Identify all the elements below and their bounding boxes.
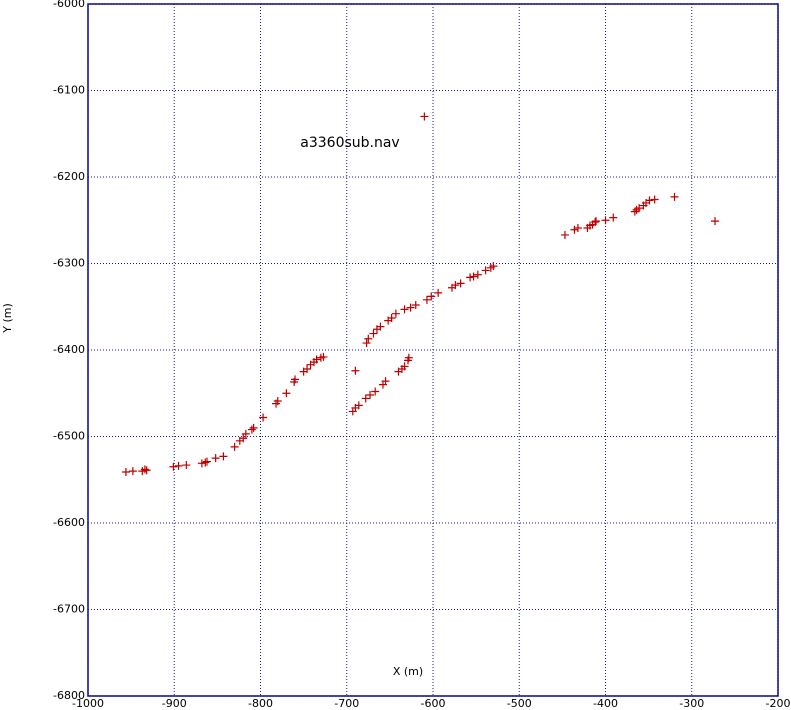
- data-point: [670, 192, 679, 201]
- data-point: [282, 389, 291, 398]
- x-tick-label: -1000: [72, 697, 104, 710]
- data-point: [381, 377, 390, 386]
- data-point: [140, 465, 149, 474]
- x-tick-label: -500: [507, 697, 532, 710]
- data-point: [489, 262, 498, 271]
- data-point: [303, 365, 312, 374]
- data-point: [230, 442, 239, 451]
- y-tick-label: -6300: [53, 257, 85, 270]
- data-point: [434, 288, 443, 297]
- y-axis-label: Y (m): [1, 303, 14, 334]
- y-tick-label: -6800: [53, 689, 85, 702]
- x-tick-label: -900: [162, 697, 187, 710]
- data-point: [121, 467, 130, 476]
- x-tick-label: -600: [421, 697, 446, 710]
- data-point: [420, 112, 429, 121]
- data-point: [601, 216, 610, 225]
- data-point: [400, 362, 409, 371]
- data-point: [406, 303, 415, 312]
- data-point: [369, 329, 378, 338]
- data-point: [635, 204, 644, 213]
- data-point: [404, 353, 413, 362]
- data-point: [128, 467, 137, 476]
- data-point: [387, 313, 396, 322]
- data-point: [456, 279, 465, 288]
- data-point: [201, 458, 210, 467]
- data-point: [422, 295, 431, 304]
- y-tick-label: -6500: [53, 430, 85, 443]
- data-point: [249, 423, 258, 432]
- data-point: [400, 305, 409, 314]
- data-point: [351, 366, 360, 375]
- y-tick-label: -6200: [53, 170, 85, 183]
- chart-title: a3360sub.nav: [300, 135, 399, 151]
- y-tick-label: -6600: [53, 516, 85, 529]
- x-tick-label: -700: [334, 697, 359, 710]
- data-point: [366, 390, 375, 399]
- data-point: [570, 225, 579, 234]
- data-point: [711, 217, 720, 226]
- y-tick-label: -6700: [53, 603, 85, 616]
- data-point: [273, 397, 282, 406]
- data-point: [645, 196, 654, 205]
- x-tick-label: -300: [679, 697, 704, 710]
- y-tick-label: -6100: [53, 84, 85, 97]
- data-point: [239, 434, 248, 443]
- y-tick-label: -6000: [53, 0, 85, 10]
- data-point: [573, 224, 582, 233]
- data-point: [182, 461, 191, 470]
- data-point: [473, 270, 482, 279]
- data-point: [291, 375, 299, 384]
- data-point: [361, 394, 370, 403]
- data-point: [354, 401, 363, 410]
- data-point: [427, 292, 436, 301]
- data-point: [319, 352, 328, 361]
- data-point: [362, 339, 371, 348]
- data-point: [451, 281, 460, 290]
- data-point: [211, 454, 220, 463]
- data-point: [591, 217, 600, 226]
- data-point: [560, 230, 569, 239]
- data-point: [469, 272, 478, 281]
- data-point: [247, 425, 256, 434]
- x-tick-label: -400: [593, 697, 618, 710]
- data-point: [312, 355, 321, 364]
- data-point: [219, 452, 228, 461]
- x-tick-label: -800: [248, 697, 273, 710]
- data-point: [174, 461, 183, 470]
- data-point: [142, 466, 151, 475]
- x-axis-label: X (m): [393, 665, 423, 678]
- data-point: [169, 462, 178, 471]
- data-point: [241, 429, 250, 438]
- x-tick-label: -200: [766, 697, 791, 710]
- y-tick-label: -6400: [53, 343, 85, 356]
- data-point: [371, 387, 380, 396]
- data-point: [259, 413, 268, 422]
- data-point: [391, 309, 400, 318]
- data-point: [609, 213, 618, 222]
- data-point: [203, 457, 212, 466]
- data-point: [466, 273, 475, 282]
- data-point: [376, 322, 385, 331]
- data-point: [481, 266, 490, 275]
- data-point: [411, 301, 420, 310]
- data-point: [650, 195, 659, 204]
- data-point: [630, 207, 639, 216]
- data-point: [197, 459, 206, 468]
- data-point: [364, 334, 373, 343]
- data-point: [592, 217, 601, 226]
